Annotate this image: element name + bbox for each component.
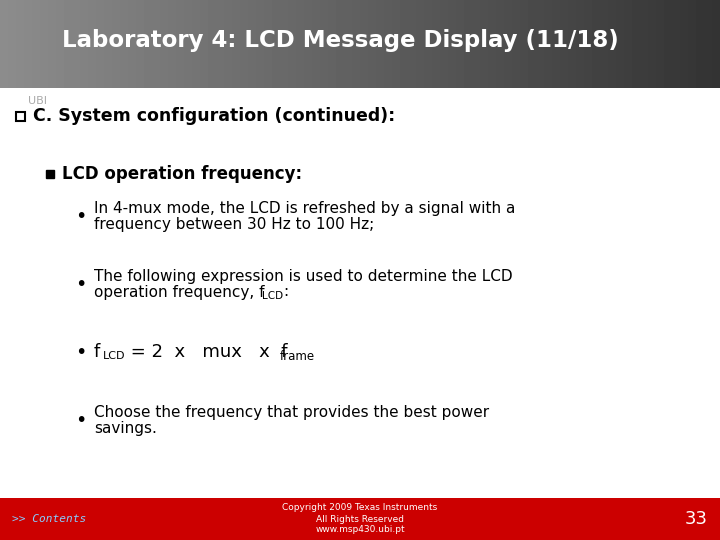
Text: •: • bbox=[75, 410, 86, 429]
Text: = 2  x   mux   x  f: = 2 x mux x f bbox=[125, 343, 287, 361]
Text: 33: 33 bbox=[685, 510, 708, 528]
Text: C. System configuration (continued):: C. System configuration (continued): bbox=[33, 107, 395, 125]
Text: •: • bbox=[75, 342, 86, 361]
Text: operation frequency, f: operation frequency, f bbox=[94, 285, 264, 300]
Text: Choose the frequency that provides the best power: Choose the frequency that provides the b… bbox=[94, 404, 489, 420]
Text: f: f bbox=[94, 343, 100, 361]
Text: Laboratory 4: LCD Message Display (11/18): Laboratory 4: LCD Message Display (11/18… bbox=[62, 29, 618, 51]
Bar bbox=[16, 111, 25, 120]
Text: savings.: savings. bbox=[94, 421, 157, 435]
Text: >> Contents: >> Contents bbox=[12, 514, 86, 524]
Text: In 4-mux mode, the LCD is refreshed by a signal with a: In 4-mux mode, the LCD is refreshed by a… bbox=[94, 200, 516, 215]
Text: UBI: UBI bbox=[28, 96, 47, 106]
Text: LCD operation frequency:: LCD operation frequency: bbox=[62, 165, 302, 183]
Text: LCD: LCD bbox=[103, 351, 125, 361]
Text: LCD: LCD bbox=[262, 291, 283, 301]
Text: :: : bbox=[283, 285, 288, 300]
Text: www.msp430.ubi.pt: www.msp430.ubi.pt bbox=[315, 525, 405, 535]
Text: frequency between 30 Hz to 100 Hz;: frequency between 30 Hz to 100 Hz; bbox=[94, 217, 374, 232]
Bar bbox=[0, 498, 720, 540]
Text: Copyright 2009 Texas Instruments: Copyright 2009 Texas Instruments bbox=[282, 503, 438, 512]
Text: •: • bbox=[75, 206, 86, 226]
Text: All Rights Reserved: All Rights Reserved bbox=[316, 515, 404, 523]
Text: •: • bbox=[75, 274, 86, 294]
Text: frame: frame bbox=[280, 349, 315, 362]
Bar bbox=[46, 170, 54, 178]
Text: The following expression is used to determine the LCD: The following expression is used to dete… bbox=[94, 268, 513, 284]
